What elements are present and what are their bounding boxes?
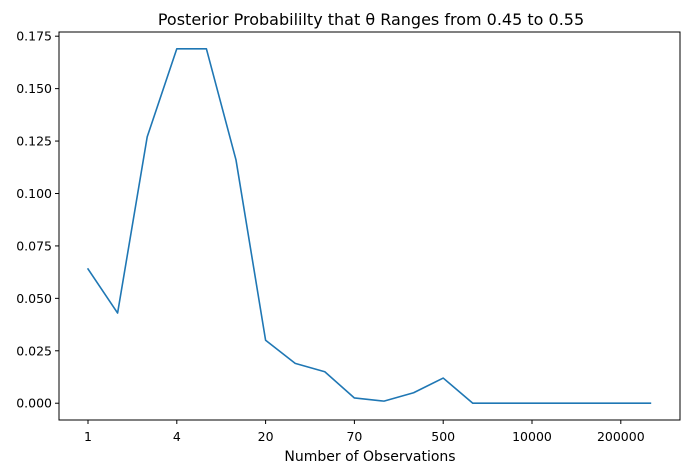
x-tick-label: 20 (258, 429, 274, 444)
x-tick-label: 200000 (597, 429, 645, 444)
x-tick-label: 1 (84, 429, 92, 444)
y-tick-label: 0.050 (16, 291, 52, 306)
x-tick-label: 500 (431, 429, 455, 444)
y-tick-label: 0.025 (16, 343, 52, 358)
y-tick-label: 0.075 (16, 238, 52, 253)
y-axis: 0.000 0.025 0.050 0.075 0.100 0.125 0.150 0.175 (16, 29, 59, 411)
x-tick-label: 70 (346, 429, 362, 444)
x-axis-label: Number of Observations (284, 449, 455, 465)
x-axis: 1 4 20 70 500 10000 200000 (84, 420, 645, 444)
y-tick-label: 0.125 (16, 134, 52, 149)
chart-title: Posterior Probabililty that θ Ranges fro… (158, 10, 584, 29)
plot-area (58, 31, 681, 421)
y-tick-label: 0.000 (16, 396, 52, 411)
y-tick-label: 0.100 (16, 186, 52, 201)
x-tick-label: 4 (173, 429, 181, 444)
series-line-0 (86, 47, 652, 405)
series-layer (86, 47, 652, 405)
y-tick-label: 0.150 (16, 81, 52, 96)
x-tick-label: 10000 (512, 429, 552, 444)
y-tick-label: 0.175 (16, 29, 52, 44)
